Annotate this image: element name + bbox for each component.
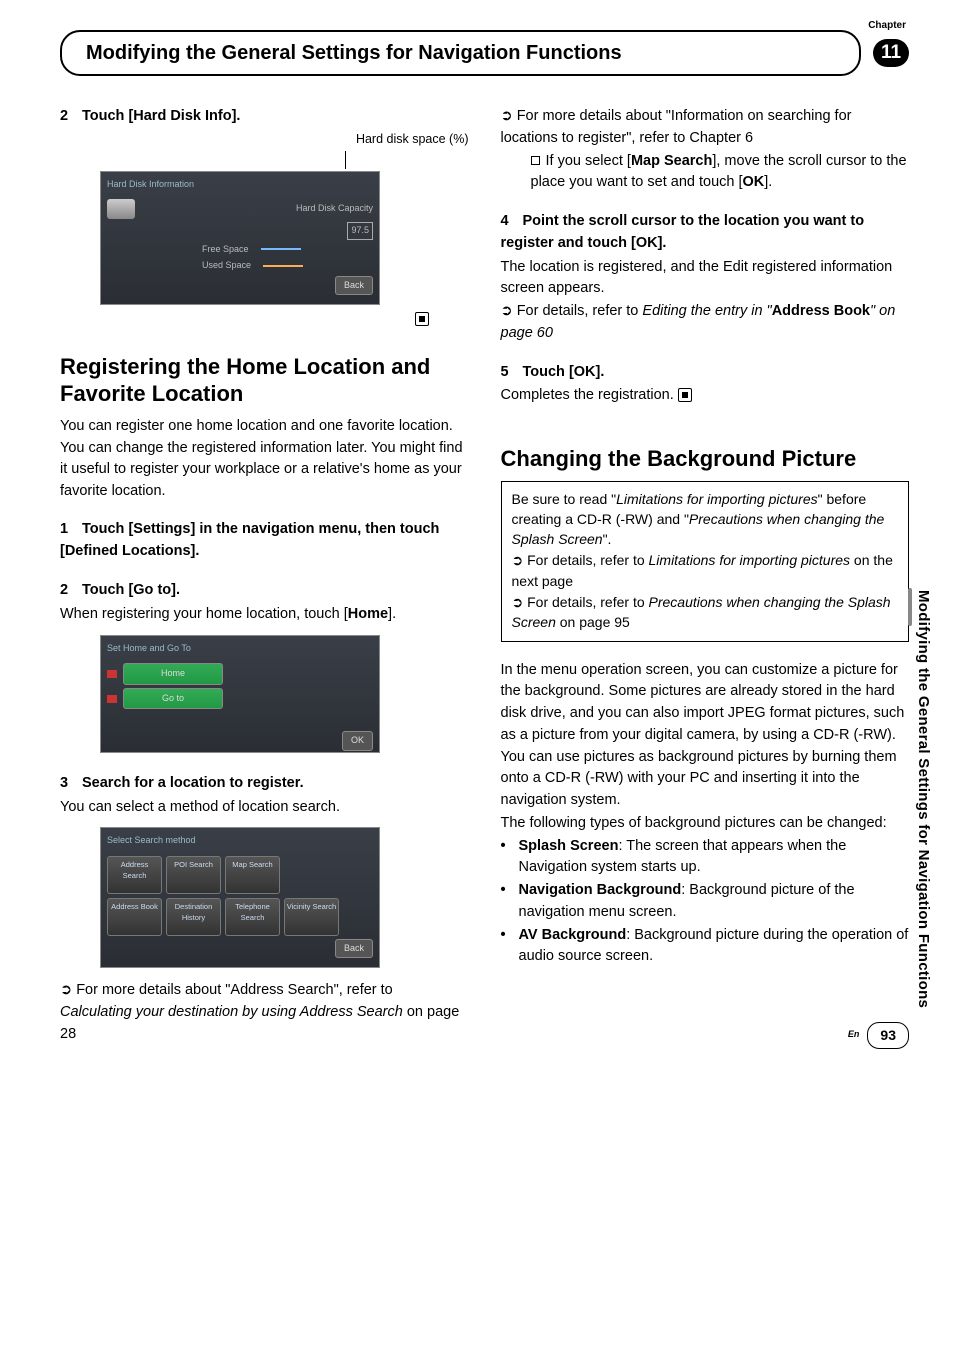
back-button[interactable]: Back (335, 939, 373, 959)
reg-step-3-heading: 3Search for a location to register. (60, 773, 469, 795)
back-button[interactable]: Back (335, 276, 373, 296)
goto-bar[interactable]: Go to (123, 688, 223, 710)
chapter-number-badge: 11 (873, 39, 909, 67)
step-5-heading: 5Touch [OK]. (501, 362, 910, 384)
bullet-splash: • Splash Screen: The screen that appears… (501, 836, 910, 880)
used-space-label: Used Space (202, 259, 251, 273)
free-space-label: Free Space (202, 243, 249, 257)
hd-capacity-label: Hard Disk Capacity (296, 202, 373, 216)
cell-dest-history[interactable]: Destination History (166, 898, 221, 936)
bullet-nav-bg: • Navigation Background: Background pict… (501, 880, 910, 924)
page-number: 93 (867, 1022, 909, 1049)
side-tab-title: Modifying the General Settings for Navig… (912, 590, 935, 1008)
home-bar[interactable]: Home (123, 663, 223, 685)
section-end-icon (415, 312, 429, 326)
cell-poi-search[interactable]: POI Search (166, 856, 221, 894)
reg-step-1-heading: 1Touch [Settings] in the navigation menu… (60, 519, 469, 563)
cell-vicinity-search[interactable]: Vicinity Search (284, 898, 339, 936)
lang-label: En (848, 1028, 860, 1042)
cell-map-search[interactable]: Map Search (225, 856, 280, 894)
reg-step-2-heading: 2Touch [Go to]. (60, 580, 469, 602)
bg-paragraph: In the menu operation screen, you can cu… (501, 660, 910, 812)
left-column: 2Touch [Hard Disk Info]. Hard disk space… (60, 106, 469, 1047)
info-box: Be sure to read "Limitations for importi… (501, 481, 910, 642)
chapter-label: Chapter (868, 18, 906, 33)
step-2-heading: 2Touch [Hard Disk Info]. (60, 106, 469, 128)
ok-button[interactable]: OK (342, 731, 373, 751)
step-4-ref: ➲ For details, refer to Editing the entr… (501, 301, 910, 345)
map-search-note: If you select [Map Search], move the scr… (531, 151, 910, 195)
step-4-desc: The location is registered, and the Edit… (501, 257, 910, 301)
goto-title: Set Home and Go To (107, 642, 373, 656)
section-end-icon (678, 388, 692, 402)
page-header: Modifying the General Settings for Navig… (60, 30, 909, 76)
cell-address-book[interactable]: Address Book (107, 898, 162, 936)
bullet-av-bg: • AV Background: Background picture duri… (501, 925, 910, 969)
section-bg-title: Changing the Background Picture (501, 445, 910, 473)
disk-icon (107, 199, 135, 219)
page-footer: En 93 (848, 1022, 909, 1049)
section-register-title: Registering the Home Location and Favori… (60, 353, 469, 408)
hd-caption: Hard disk space (%) (100, 130, 469, 149)
box-line-2: ➲ For details, refer to Limitations for … (512, 550, 899, 591)
hd-title: Hard Disk Information (107, 178, 373, 192)
goto-screenshot: Set Home and Go To Home Go to OK (100, 635, 380, 753)
page-title: Modifying the General Settings for Navig… (60, 30, 861, 76)
box-line-3: ➲ For details, refer to Precautions when… (512, 592, 899, 633)
step-4-heading: 4Point the scroll cursor to the location… (501, 211, 910, 255)
cell-telephone-search[interactable]: Telephone Search (225, 898, 280, 936)
cell-address-search[interactable]: Address Search (107, 856, 162, 894)
bg-types-intro: The following types of background pictur… (501, 813, 910, 835)
hd-capacity-value: 97.5 (347, 222, 373, 240)
hard-disk-screenshot: Hard Disk Information Hard Disk Capacity… (100, 171, 380, 306)
reg-step-2-desc: When registering your home location, tou… (60, 604, 469, 626)
register-intro: You can register one home location and o… (60, 416, 469, 503)
step-5-desc: Completes the registration. (501, 385, 910, 407)
info-search-ref: ➲ For more details about "Information on… (501, 106, 910, 150)
right-column: ➲ For more details about "Information on… (501, 106, 910, 1047)
search-screenshot: Select Search method Address Search POI … (100, 827, 380, 968)
search-title: Select Search method (107, 834, 373, 848)
address-search-ref: ➲ For more details about "Address Search… (60, 980, 469, 1045)
callout-line (345, 151, 346, 169)
box-line-1: Be sure to read "Limitations for importi… (512, 489, 899, 550)
reg-step-3-desc: You can select a method of location sear… (60, 797, 469, 819)
